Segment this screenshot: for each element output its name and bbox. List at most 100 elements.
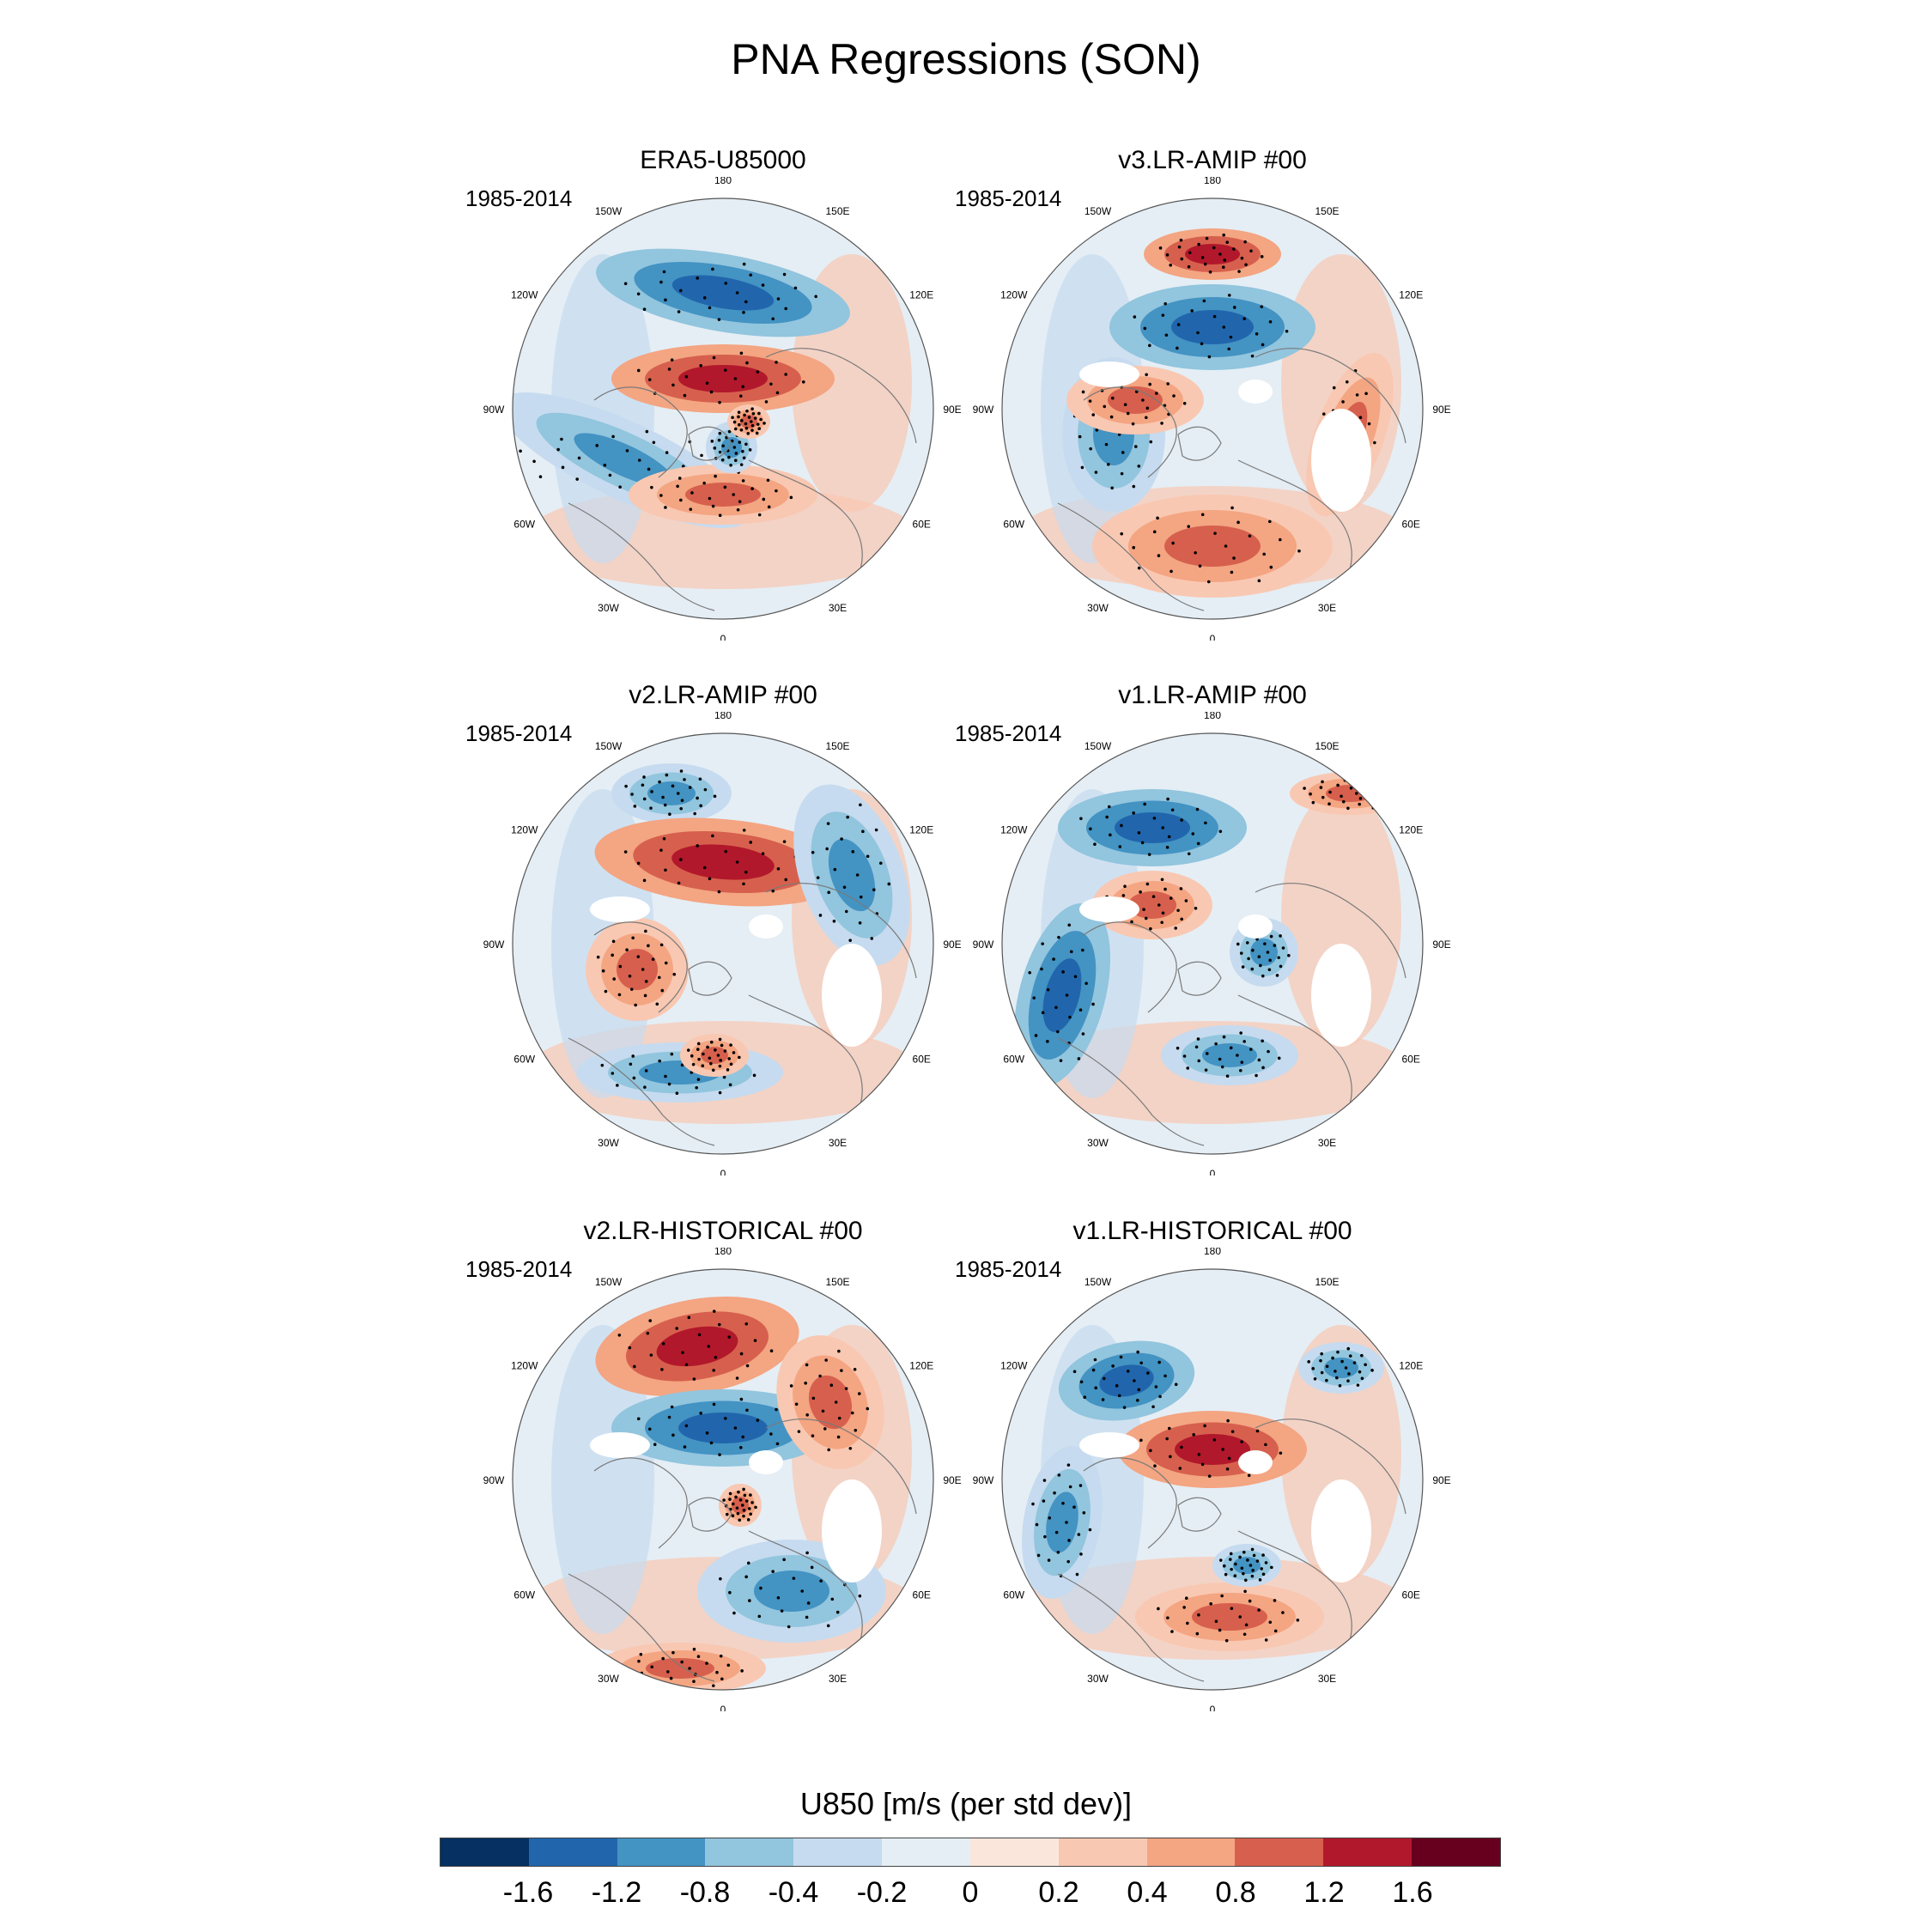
longitude-label: 120W (511, 824, 538, 836)
significance-dot (650, 790, 653, 793)
significance-dot (759, 417, 762, 422)
significance-dot (710, 440, 714, 443)
significance-dot (756, 1419, 760, 1422)
significance-dot (1325, 1364, 1329, 1369)
significance-dot (707, 1345, 711, 1348)
significance-dot (1190, 309, 1194, 313)
significance-dot (1197, 1613, 1200, 1617)
significance-dot (734, 452, 738, 455)
masked-terrain (1079, 361, 1139, 387)
colorbar-label: 1.2 (1303, 1876, 1345, 1909)
significance-dot (1358, 802, 1361, 806)
longitude-label: 150E (1315, 740, 1339, 752)
significance-dot (642, 797, 647, 801)
significance-dot (756, 370, 760, 374)
significance-dot (1035, 1522, 1039, 1527)
significance-dot (556, 447, 560, 452)
significance-dot (713, 447, 717, 450)
coastline (1057, 1037, 1205, 1146)
significance-dot (676, 484, 679, 489)
significance-dot (775, 391, 780, 395)
panel-title: v1.LR-AMIP #00 (1118, 681, 1307, 709)
significance-dot (1194, 906, 1198, 910)
significance-dot (1078, 1484, 1083, 1487)
significance-dot (616, 1084, 619, 1087)
coastline (1237, 994, 1352, 1116)
significance-dot (1176, 346, 1179, 350)
coastline (1255, 348, 1406, 444)
significance-dot (696, 844, 700, 848)
significance-dot (1169, 1455, 1172, 1459)
significance-dot (1052, 957, 1055, 961)
coastline (1057, 1573, 1205, 1682)
significance-dot (1046, 1040, 1049, 1043)
significance-dot (1200, 256, 1205, 259)
significance-dot (652, 440, 656, 445)
significance-dot (1115, 1384, 1119, 1388)
significance-dot (744, 422, 748, 426)
significance-dot (1261, 974, 1265, 978)
significance-dot (723, 485, 727, 489)
significance-dot (658, 1059, 661, 1063)
significance-dot (755, 431, 759, 435)
significance-dot (1222, 233, 1225, 237)
significance-dot (789, 1384, 793, 1388)
significance-dot (1151, 1405, 1155, 1409)
significance-dot (691, 1062, 696, 1066)
significance-dot (717, 890, 721, 894)
significance-dot (1160, 920, 1163, 925)
significance-dot (1311, 1367, 1315, 1370)
significance-dot (740, 1669, 744, 1673)
significance-dot (1230, 1607, 1234, 1610)
significance-dot (728, 1083, 732, 1087)
significance-dot (722, 1498, 726, 1502)
significance-dot (818, 1374, 822, 1378)
positive-anomaly (808, 1375, 853, 1430)
significance-dot (1187, 264, 1191, 269)
negative-anomaly (1042, 958, 1082, 1032)
significance-dot (655, 1002, 659, 1006)
significance-dot (794, 1402, 799, 1406)
positive-anomaly (678, 365, 768, 392)
significance-dot (1261, 343, 1265, 347)
significance-dot (664, 1074, 667, 1078)
significance-dot (861, 829, 865, 834)
panel-period: 1985-2014 (465, 185, 573, 211)
significance-dot (836, 1435, 841, 1439)
significance-dot (1332, 386, 1336, 390)
significance-dot (1117, 1394, 1121, 1398)
significance-dot (667, 1415, 671, 1419)
significance-dot (699, 1412, 703, 1415)
significance-dot (713, 794, 717, 799)
significance-dot (1246, 1558, 1249, 1562)
significance-dot (1218, 1628, 1222, 1632)
significance-dot (720, 458, 725, 462)
significance-dot (750, 428, 754, 432)
masked-terrain (822, 944, 882, 1047)
significance-dot (878, 861, 883, 866)
significance-dot (696, 1048, 700, 1051)
significance-dot (1184, 1596, 1188, 1601)
significance-dot (1287, 953, 1291, 957)
significance-dot (754, 1505, 757, 1510)
significance-dot (1203, 1424, 1206, 1428)
significance-dot (1239, 951, 1243, 955)
significance-dot (718, 450, 722, 454)
significance-dot (1194, 1045, 1199, 1049)
longitude-label: 120E (1399, 289, 1423, 301)
significance-dot (846, 815, 849, 819)
significance-dot (714, 474, 717, 478)
significance-dot (1341, 799, 1346, 804)
significance-dot (1066, 1463, 1071, 1467)
significance-dot (1313, 1377, 1317, 1381)
positive-anomaly (1128, 891, 1176, 919)
significance-dot (727, 455, 731, 459)
significance-dot (848, 939, 852, 942)
significance-dot (1095, 428, 1099, 432)
significance-dot (1273, 1599, 1277, 1602)
significance-dot (1349, 787, 1353, 790)
significance-dot (662, 270, 666, 274)
panel-period: 1985-2014 (465, 1256, 573, 1282)
significance-dot (1358, 416, 1363, 420)
significance-dot (736, 507, 740, 512)
